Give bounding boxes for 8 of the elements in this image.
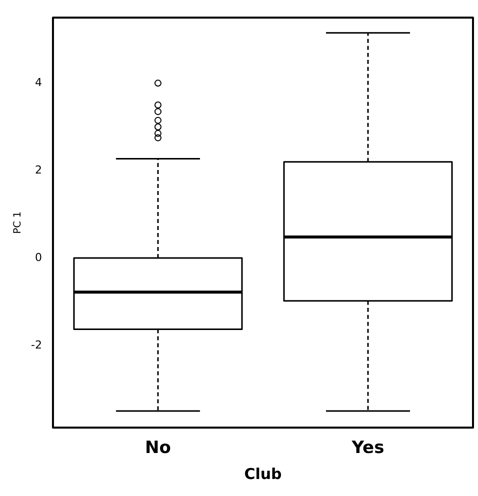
y-tick-label: 4 xyxy=(34,76,42,90)
y-axis-title: PC 1 xyxy=(12,211,24,234)
x-tick-label: No xyxy=(145,438,171,458)
y-tick-label: 0 xyxy=(34,250,42,264)
y-tick-label: 2 xyxy=(34,163,42,176)
y-tick-label: -2 xyxy=(31,338,42,352)
x-axis-title: Club xyxy=(244,464,282,483)
x-tick-label: Yes xyxy=(350,438,384,458)
